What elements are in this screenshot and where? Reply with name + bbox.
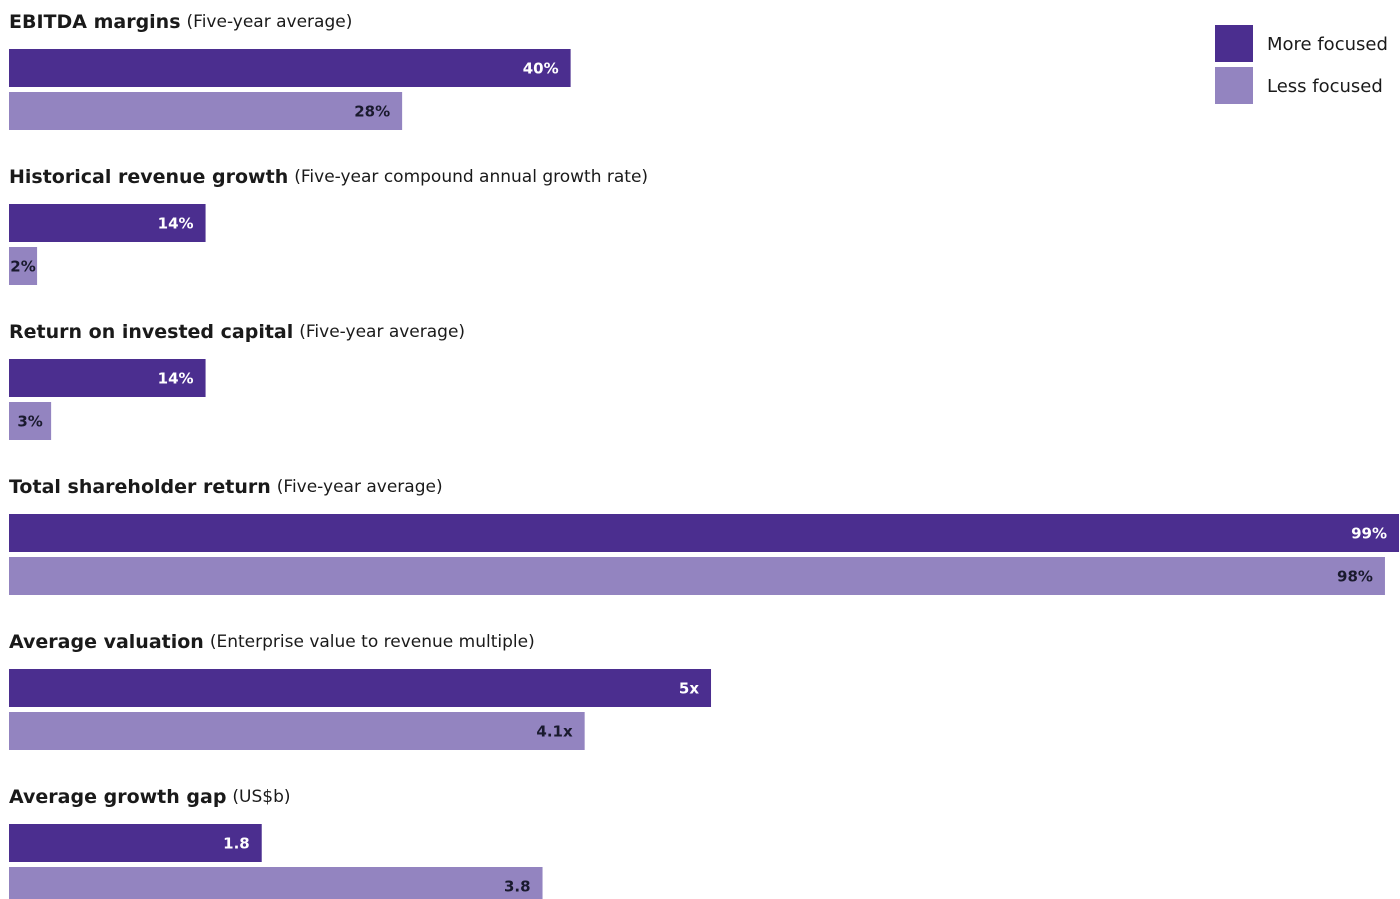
panel-subtitle: (Enterprise value to revenue multiple) [210, 632, 535, 652]
bar [9, 557, 1385, 595]
panel-subtitle: (US$b) [232, 787, 290, 807]
panel-subtitle: (Five-year compound annual growth rate) [294, 167, 648, 187]
panel-title: Total shareholder return (Five-year avera… [9, 476, 443, 498]
panel-subtitle: (Five-year average) [299, 322, 465, 342]
value-label: 3% [17, 413, 42, 431]
panel-subtitle: (Five-year average) [187, 12, 353, 32]
bar [9, 402, 52, 440]
bar [9, 49, 571, 87]
panel-title-main: Total shareholder return [9, 476, 271, 498]
value-label: 98% [1337, 568, 1373, 586]
bar [9, 669, 712, 707]
panel-title: Average valuation (Enterprise value to re… [9, 631, 535, 653]
panel-title-main: EBITDA margins [9, 11, 181, 33]
legend-swatch [1215, 25, 1253, 62]
bar [9, 712, 585, 750]
panel-title-main: Average growth gap [9, 786, 226, 808]
panel-title: Average growth gap (US$b) [9, 786, 291, 808]
panel-subtitle: (Five-year average) [277, 477, 443, 497]
value-label: 2% [10, 258, 35, 276]
panel-title: Return on invested capital (Five-year ave… [9, 321, 465, 343]
bar [9, 204, 206, 242]
panel-title-main: Average valuation [9, 631, 204, 653]
bar [9, 824, 262, 862]
bar [9, 92, 403, 130]
value-label: 99% [1351, 525, 1387, 543]
value-label: 14% [158, 370, 194, 388]
panel-title-main: Historical revenue growth [9, 166, 288, 188]
legend-label: More focused [1267, 34, 1388, 55]
bar [9, 359, 206, 397]
panel-title: EBITDA margins (Five-year average) [9, 11, 352, 33]
panel-title-main: Return on invested capital [9, 321, 293, 343]
value-label: 28% [354, 103, 390, 121]
value-label: 4.1x [536, 723, 573, 741]
value-label: 5x [679, 680, 699, 698]
bar [9, 867, 543, 899]
bar [9, 247, 38, 285]
panel-title: Historical revenue growth (Five-year comp… [9, 166, 648, 188]
legend-label: Less focused [1267, 76, 1383, 97]
value-label: 40% [523, 60, 559, 78]
bar [9, 514, 1399, 552]
value-label: 1.8 [223, 835, 250, 853]
legend-swatch [1215, 67, 1253, 104]
value-label: 3.8 [504, 878, 531, 896]
value-label: 14% [158, 215, 194, 233]
